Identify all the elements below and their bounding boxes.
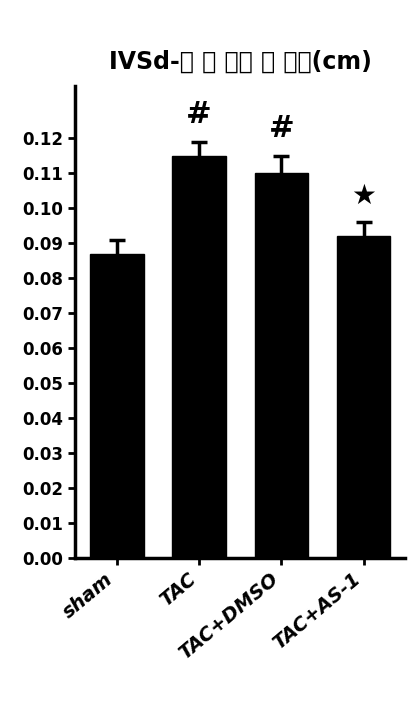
Text: ★: ★ — [351, 182, 376, 210]
Bar — [255, 173, 308, 558]
Text: #: # — [269, 114, 294, 144]
Bar — [173, 156, 226, 558]
Bar — [90, 254, 144, 558]
Bar — [337, 236, 390, 558]
Title: IVSd-室 间 隔舒 张 厚度(cm): IVSd-室 间 隔舒 张 厚度(cm) — [109, 50, 372, 74]
Text: #: # — [186, 101, 212, 129]
